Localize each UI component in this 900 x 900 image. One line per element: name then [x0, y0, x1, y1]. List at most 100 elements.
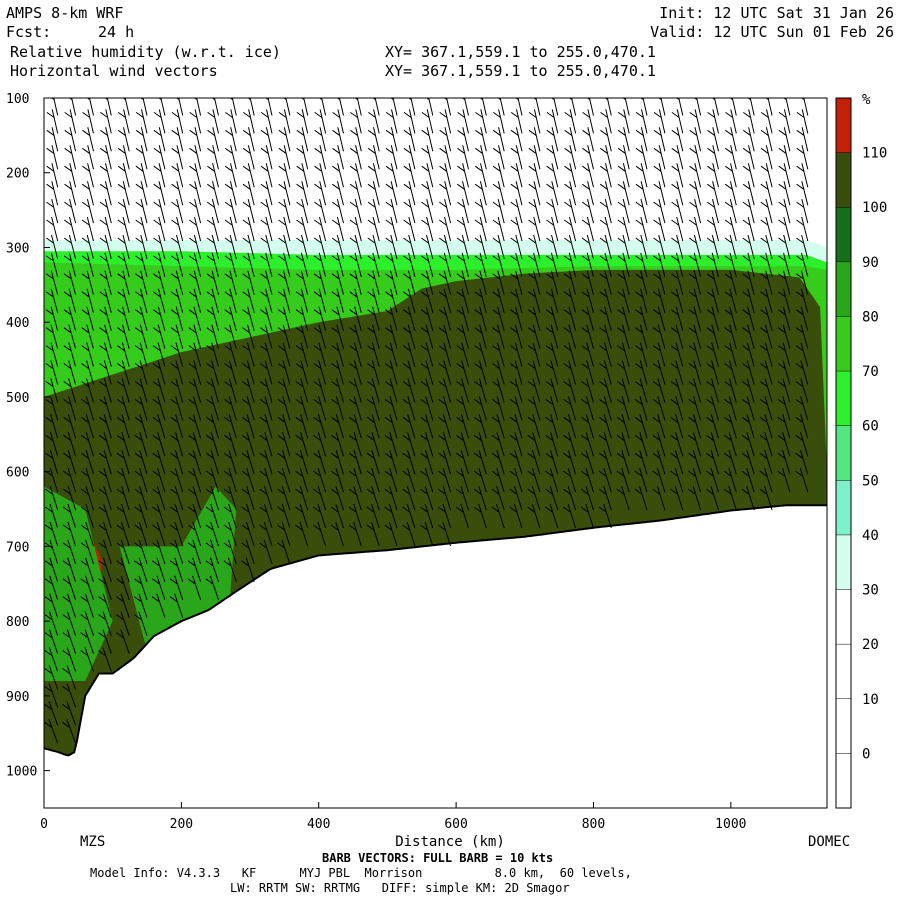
wind-barb — [778, 288, 791, 313]
wind-barb — [421, 145, 434, 170]
wind-barb — [725, 109, 737, 134]
wind-barb — [242, 163, 255, 188]
rh-patch-lowlevel — [44, 486, 113, 681]
wind-barb — [99, 360, 112, 385]
wind-barb — [224, 216, 237, 242]
wind-barb — [134, 396, 148, 421]
wind-barb — [457, 181, 469, 206]
y-tick-label: 300 — [6, 241, 29, 256]
wind-barb — [241, 432, 255, 457]
wind-barb — [206, 252, 219, 278]
wind-barb — [563, 450, 577, 475]
wind-barb — [617, 198, 630, 224]
wind-barb — [550, 98, 559, 116]
wind-barb — [100, 145, 112, 170]
wind-barb — [171, 145, 184, 170]
wind-barb — [617, 342, 630, 367]
wind-barb — [707, 181, 719, 206]
wind-barb — [403, 198, 416, 224]
wind-barb — [742, 198, 755, 224]
x-tick-label: 200 — [170, 817, 193, 832]
wind-barb — [568, 98, 577, 116]
wind-barb — [693, 98, 702, 116]
wind-barb — [617, 288, 630, 313]
wind-barb — [474, 414, 487, 439]
wind-barb — [581, 234, 594, 260]
wind-barb — [760, 109, 773, 134]
wind-barb — [527, 342, 541, 367]
wind-barb — [724, 360, 737, 385]
wind-barb — [759, 414, 773, 439]
wind-barb — [62, 665, 77, 690]
wind-barb — [259, 521, 273, 547]
wind-barb — [689, 198, 702, 224]
wind-barb — [68, 98, 77, 116]
plot-area — [44, 98, 827, 808]
wind-barb — [259, 485, 273, 511]
wind-barb — [349, 378, 362, 403]
wind-barb — [689, 127, 702, 152]
wind-barb — [331, 234, 344, 260]
wind-barb — [170, 360, 184, 385]
wind-barb — [545, 378, 559, 403]
wind-barb — [509, 450, 523, 475]
wind-barb — [742, 163, 755, 188]
wind-barb — [153, 109, 166, 134]
wind-barb — [742, 181, 755, 206]
colorbar-segment — [836, 316, 851, 372]
wind-barb — [616, 432, 630, 457]
wind-barb — [545, 432, 559, 457]
wind-barb — [296, 216, 309, 242]
wind-barb — [135, 324, 148, 349]
wind-barb — [314, 181, 327, 206]
wind-barb — [622, 98, 630, 116]
wind-barb — [223, 503, 237, 529]
wind-barb — [456, 252, 469, 278]
wind-barb — [437, 521, 452, 547]
wind-barb — [260, 216, 273, 242]
wind-barb — [528, 181, 541, 206]
wind-barb — [117, 127, 130, 152]
wind-barb — [457, 127, 469, 152]
wind-barb — [510, 127, 523, 152]
wind-barb — [599, 378, 612, 403]
wind-barb — [600, 145, 612, 170]
wind-barb — [366, 450, 380, 475]
terrain-line — [44, 504, 827, 757]
wind-barb — [98, 503, 112, 529]
wind-barb — [402, 378, 416, 403]
wind-barb — [384, 450, 398, 475]
wind-barb — [241, 539, 255, 565]
wind-barb — [63, 270, 77, 295]
wind-barb — [331, 432, 344, 457]
wind-barb — [635, 181, 648, 206]
wind-barb — [331, 396, 344, 421]
wind-barb — [332, 145, 344, 170]
wind-barb — [616, 467, 630, 493]
wind-barb — [314, 127, 327, 152]
wind-barb — [260, 270, 273, 295]
wind-barb — [760, 127, 773, 152]
wind-barb — [295, 521, 309, 547]
wind-barb — [527, 450, 541, 475]
wind-barb — [206, 288, 219, 313]
wind-barb — [741, 467, 755, 493]
wind-barb — [581, 360, 594, 385]
wind-barb — [492, 342, 505, 367]
wind-barb — [653, 109, 666, 134]
wind-barb — [671, 127, 684, 152]
wind-barb — [260, 306, 273, 331]
wind-barb — [247, 98, 255, 116]
wind-barb — [742, 234, 755, 260]
wind-barb — [152, 450, 166, 475]
wind-barb — [492, 252, 505, 278]
wind-barb — [582, 145, 594, 170]
wind-barb — [581, 270, 594, 295]
wind-barb — [420, 450, 434, 475]
wind-barb — [652, 342, 666, 367]
wind-barb — [100, 109, 112, 134]
wind-barb — [260, 127, 273, 152]
wind-barb — [563, 467, 577, 493]
wind-barb — [313, 324, 327, 349]
wind-barb — [528, 288, 541, 313]
